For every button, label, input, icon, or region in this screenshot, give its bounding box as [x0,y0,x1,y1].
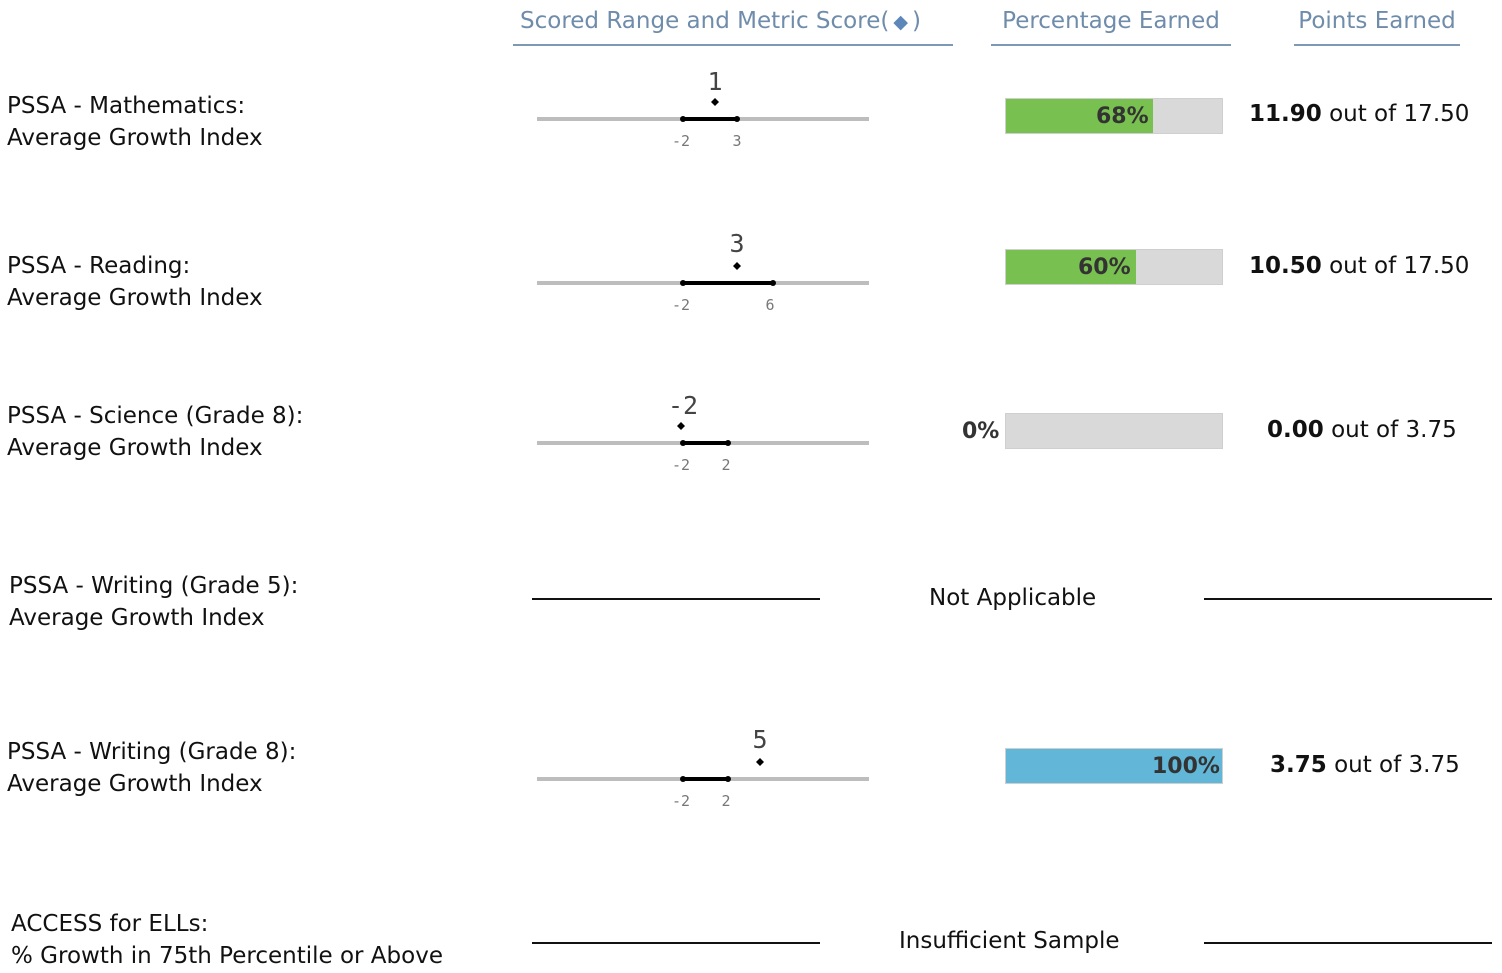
points-out-of: out of [1329,101,1397,127]
status-not-applicable: Not Applicable [929,585,1097,611]
score-scale-graphic: 5 -2 2 [537,725,869,810]
metric-label-line2: Average Growth Index [7,285,263,311]
header-percentage-label: Percentage Earned [1002,8,1220,34]
score-scale: 3 -2 6 [535,229,875,352]
percentage-bar: 100% [1005,748,1223,784]
metric-label-line2: Average Growth Index [7,125,263,151]
points-total: 17.50 [1403,253,1470,279]
metric-score-value: 1 [707,67,722,96]
metric-row-access-ells: ACCESS for ELLs: % Growth in 75th Percen… [0,908,1502,973]
percentage-bar: 68% [1005,98,1223,134]
points-earned-value: 0.00 [1267,417,1324,443]
score-scale: 1 -2 3 [535,67,875,188]
range-high-label: 2 [721,456,730,474]
percentage-label: 68% [1096,104,1149,129]
range-low-label: -2 [672,296,690,314]
percentage-label: 100% [1152,754,1220,779]
score-scale-graphic: 1 -2 3 [537,67,869,150]
points-earned-value: 10.50 [1249,253,1322,279]
metric-label: PSSA - Writing (Grade 8): Average Growth… [7,736,296,800]
range-high-label: 2 [721,792,730,810]
metric-score-value: 3 [729,229,744,258]
range-low-label: -2 [672,132,690,150]
metric-label-line2: Average Growth Index [9,605,265,631]
metric-score-diamond [711,98,719,106]
metric-label-line2: Average Growth Index [7,435,263,461]
range-high-dot [734,116,740,122]
divider-line-right [1204,598,1492,600]
header-points-label: Points Earned [1298,8,1456,34]
points-total: 3.75 [1408,752,1460,778]
header-percentage-earned: Percentage Earned [991,4,1231,46]
range-low-dot [680,280,686,286]
range-high-label: 6 [765,296,774,314]
divider-line-right [1204,942,1492,944]
percentage-label: 60% [1078,255,1131,280]
header-scored-range-label: Scored Range and Metric Score [520,8,881,34]
points-earned: 11.90 out of 17.50 [1249,96,1469,132]
percentage-bar-fill [1006,250,1136,284]
points-total: 3.75 [1405,417,1457,443]
metric-score-diamond [733,262,741,270]
percentage-bar-fill [1006,749,1222,783]
metric-label-line1: PSSA - Reading: [7,253,191,279]
metric-label-line1: PSSA - Mathematics: [7,93,246,119]
metric-score-value: 5 [752,725,767,754]
points-earned: 0.00 out of 3.75 [1267,412,1457,448]
divider-line-left [532,598,820,600]
metric-row-mathematics: PSSA - Mathematics: Average Growth Index… [0,67,1502,228]
points-out-of: out of [1331,417,1399,443]
points-total: 17.50 [1403,101,1470,127]
points-earned-value: 3.75 [1270,752,1327,778]
points-earned: 10.50 out of 17.50 [1249,248,1469,284]
metric-label-line1: ACCESS for ELLs: [11,911,209,937]
metric-label-line2: Average Growth Index [7,771,263,797]
points-out-of: out of [1329,253,1397,279]
range-high-label: 3 [732,132,741,150]
diamond-icon: ◆ [893,11,908,33]
score-scale-graphic: 3 -2 6 [537,229,869,314]
range-high-dot [725,440,731,446]
divider-line-left [532,942,820,944]
header-scored-range: Scored Range and Metric Score(◆) [513,4,953,46]
metric-label-line1: PSSA - Science (Grade 8): [7,403,304,429]
points-out-of: out of [1334,752,1402,778]
percentage-label: 0% [962,419,1000,444]
metric-label-line1: PSSA - Writing (Grade 5): [9,573,299,599]
metric-label-line1: PSSA - Writing (Grade 8): [7,739,297,765]
range-low-dot [680,116,686,122]
range-high-dot [770,280,776,286]
metric-row-writing-grade8: PSSA - Writing (Grade 8): Average Growth… [0,725,1502,874]
score-scale: 5 -2 2 [535,725,875,848]
percentage-bar [1005,413,1223,449]
status-insufficient-sample: Insufficient Sample [899,928,1120,954]
points-earned: 3.75 out of 3.75 [1270,747,1460,783]
score-scale: -2 -2 2 [535,391,875,512]
range-low-label: -2 [672,456,690,474]
points-earned-value: 11.90 [1249,101,1322,127]
range-low-dot [680,440,686,446]
metric-label: PSSA - Mathematics: Average Growth Index [7,90,263,154]
metric-score-value: -2 [668,391,698,420]
metric-label: PSSA - Science (Grade 8): Average Growth… [7,400,303,464]
metric-label-line2: % Growth in 75th Percentile or Above [11,943,443,969]
metric-score-diamond [756,758,764,766]
metric-label: PSSA - Writing (Grade 5): Average Growth… [9,570,298,634]
metric-row-science: PSSA - Science (Grade 8): Average Growth… [0,391,1502,536]
percentage-bar: 60% [1005,249,1223,285]
range-low-dot [680,776,686,782]
header-points-earned: Points Earned [1294,4,1460,46]
range-low-label: -2 [672,792,690,810]
metric-row-writing-grade5: PSSA - Writing (Grade 5): Average Growth… [0,566,1502,706]
score-scale-graphic: -2 -2 2 [537,391,869,474]
metric-label: ACCESS for ELLs: % Growth in 75th Percen… [11,908,443,972]
percentage-bar-fill [1006,99,1153,133]
metric-row-reading: PSSA - Reading: Average Growth Index 3 -… [0,229,1502,380]
metric-score-diamond [677,422,685,430]
range-high-dot [725,776,731,782]
metric-label: PSSA - Reading: Average Growth Index [7,250,263,314]
